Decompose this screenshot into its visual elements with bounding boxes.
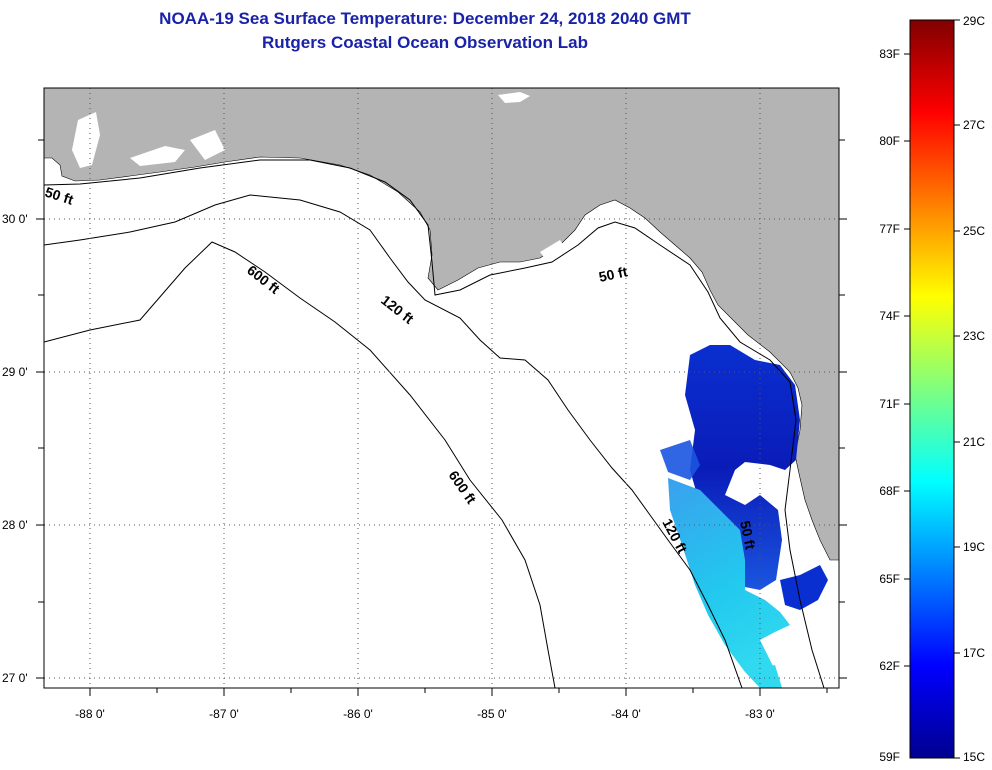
- lat-label-30: 30 0': [2, 212, 28, 226]
- lon-label-86: -86 0': [343, 707, 373, 721]
- colorbar-label-83f: 83F: [879, 47, 900, 61]
- sst-patch-south: [668, 478, 790, 688]
- contour-label-50ft-east: 50 ft: [597, 263, 629, 285]
- title-line-2: Rutgers Coastal Ocean Observation Lab: [262, 33, 588, 52]
- lon-label-87: -87 0': [209, 707, 239, 721]
- apalachee-bay: [540, 240, 570, 265]
- colorbar-label-23c: 23C: [963, 329, 985, 343]
- colorbar-label-77f: 77F: [879, 222, 900, 236]
- colorbar-label-68f: 68F: [879, 484, 900, 498]
- sst-patch-blue-mid: [660, 440, 700, 480]
- bay-east: [190, 130, 225, 160]
- title-line-1: NOAA-19 Sea Surface Temperature: Decembe…: [159, 9, 691, 28]
- lon-label-84: -84 0': [611, 707, 641, 721]
- colorbar-label-21c: 21C: [963, 435, 985, 449]
- colorbar: [909, 19, 955, 759]
- colorbar-label-65f: 65F: [879, 572, 900, 586]
- colorbar-label-15c: 15C: [963, 750, 985, 764]
- colorbar-label-74f: 74F: [879, 309, 900, 323]
- colorbar-label-71f: 71F: [879, 397, 900, 411]
- contour-label-50ft-shelf: 50 ft: [737, 519, 759, 551]
- contour-120ft: [44, 194, 743, 688]
- colorbar-celsius-labels: 29C 27C 25C 23C 21C 19C 17C 15C: [963, 14, 985, 764]
- lon-label-83: -83 0': [745, 707, 775, 721]
- land-mass: [44, 88, 839, 561]
- colorbar-label-17c: 17C: [963, 646, 985, 660]
- sst-patch-north: [685, 345, 800, 590]
- colorbar-label-19c: 19C: [963, 540, 985, 554]
- sst-patch-tip: [758, 665, 782, 688]
- colorbar-label-62f: 62F: [879, 659, 900, 673]
- colorbar-label-59f: 59F: [879, 750, 900, 764]
- lat-label-29: 29 0': [2, 365, 28, 379]
- map-frame: [43, 87, 840, 689]
- colorbar-ticks: [904, 19, 960, 759]
- colorbar-label-27c: 27C: [963, 118, 985, 132]
- lat-label-28: 28 0': [2, 518, 28, 532]
- lon-label-85: -85 0': [477, 707, 507, 721]
- colorbar-label-25c: 25C: [963, 224, 985, 238]
- colorbar-label-80f: 80F: [879, 134, 900, 148]
- lon-label-88: -88 0': [75, 707, 105, 721]
- colorbar-fahrenheit-labels: 83F 80F 77F 74F 71F 68F 65F 62F 59F: [879, 47, 900, 764]
- lake: [498, 92, 530, 103]
- lat-label-27: 27 0': [2, 671, 28, 685]
- colorbar-label-29c: 29C: [963, 14, 985, 28]
- contour-600ft: [44, 241, 556, 688]
- graticule: [44, 88, 839, 688]
- map-ticks: [36, 139, 847, 696]
- sst-patch-deep-blue: [780, 565, 828, 610]
- contour-50ft: [44, 159, 825, 688]
- bay-west: [72, 112, 100, 168]
- bay-mid: [130, 146, 185, 166]
